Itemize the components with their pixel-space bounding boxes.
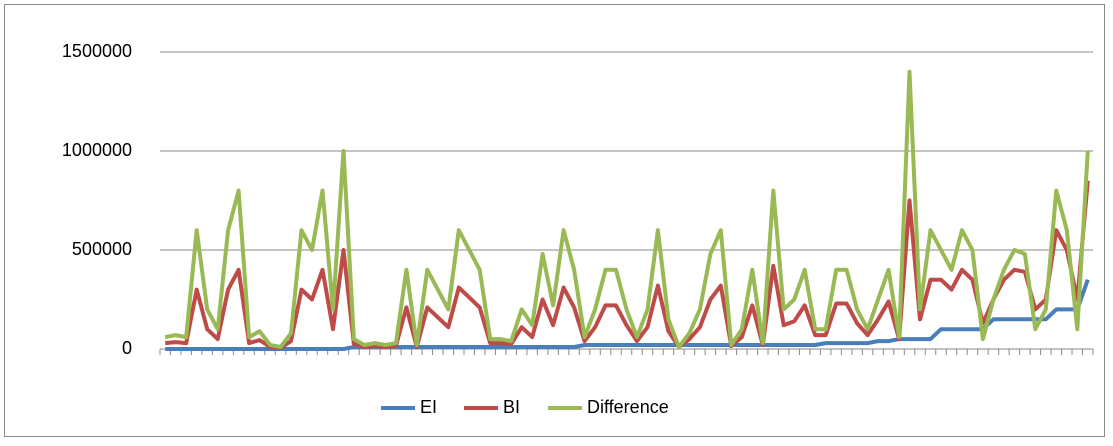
legend-label: BI [503,397,520,417]
series-line [165,279,1090,351]
series-line [164,69,1090,349]
legend-label: EI [420,397,437,417]
legend-label: Difference [587,397,669,417]
y-tick-label: 0 [122,338,132,358]
y-tick-label: 1500000 [62,41,132,61]
y-tick-label: 1000000 [62,140,132,160]
y-tick-label: 500000 [72,239,132,259]
chart-border [4,4,1105,437]
series-line [165,180,1090,350]
